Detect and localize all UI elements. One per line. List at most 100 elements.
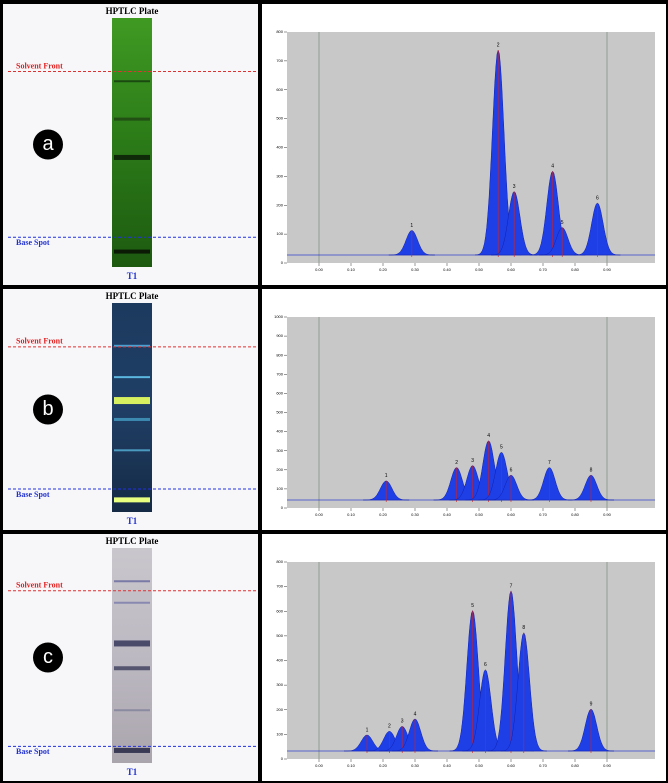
y-tick-label: 200	[276, 707, 283, 712]
plate-band	[114, 397, 150, 405]
x-tick-label: 0.20	[379, 512, 388, 517]
plate-band	[114, 417, 150, 421]
y-tick-label: 200	[276, 467, 283, 472]
y-tick-label: 200	[276, 202, 283, 207]
x-tick-label: 0.60	[507, 267, 516, 272]
y-tick-label: 0	[281, 260, 284, 265]
plate-band	[114, 154, 150, 160]
x-tick-label: 0.50	[475, 512, 484, 517]
y-tick-label: 600	[276, 87, 283, 92]
x-tick-label: 0.80	[571, 267, 580, 272]
y-tick-label: 300	[276, 682, 283, 687]
plate-band	[114, 709, 150, 712]
track-label: T1	[127, 767, 138, 777]
base-spot-label: Base Spot	[16, 747, 50, 756]
x-tick-label: 0.50	[475, 267, 484, 272]
peak-label: 7	[510, 583, 513, 589]
x-tick-label: 0.80	[571, 512, 580, 517]
x-tick-label: 0.80	[571, 763, 580, 768]
x-tick-label: 0.20	[379, 763, 388, 768]
y-tick-label: 800	[276, 29, 283, 34]
y-tick-label: 900	[276, 333, 283, 338]
peak-label: 6	[510, 467, 513, 473]
plate-band	[114, 640, 150, 647]
plate-band	[114, 497, 150, 503]
y-tick-label: 500	[276, 633, 283, 638]
plate-band	[114, 747, 150, 753]
y-tick-label: 400	[276, 658, 283, 663]
x-tick-label: 0.30	[411, 267, 420, 272]
plate	[112, 303, 152, 512]
plate-band	[114, 449, 150, 452]
peak-label: 3	[401, 719, 404, 725]
plate-band	[114, 580, 150, 583]
y-tick-label: 100	[276, 731, 283, 736]
x-tick-label: 0.90	[603, 267, 612, 272]
x-tick-label: 0.40	[443, 763, 452, 768]
y-tick-label: 800	[276, 559, 283, 564]
x-tick-label: 0.70	[539, 512, 548, 517]
panel-badge	[33, 642, 63, 673]
y-tick-label: 700	[276, 371, 283, 376]
plate	[112, 548, 152, 763]
x-tick-label: 0.70	[539, 763, 548, 768]
x-tick-label: 0.90	[603, 512, 612, 517]
base-spot-label: Base Spot	[16, 238, 50, 247]
panel-letter: a	[42, 133, 54, 155]
y-tick-label: 800	[276, 352, 283, 357]
y-tick-label: 400	[276, 429, 283, 434]
y-tick-label: 0	[281, 756, 284, 761]
y-tick-label: 300	[276, 448, 283, 453]
panel-badge	[33, 394, 63, 425]
x-tick-label: 0.40	[443, 512, 452, 517]
peak-label: 3	[471, 458, 474, 464]
x-tick-label: 0.10	[347, 763, 356, 768]
plate-band	[114, 376, 150, 379]
y-tick-label: 100	[276, 231, 283, 236]
peak-label: 6	[484, 662, 487, 668]
panel-badge	[33, 129, 63, 160]
peak-label: 6	[596, 195, 599, 201]
x-tick-label: 0.30	[411, 763, 420, 768]
track-label: T1	[127, 271, 138, 281]
peak-label: 7	[548, 460, 551, 466]
x-tick-label: 0.30	[411, 512, 420, 517]
x-tick-label: 0.00	[315, 267, 324, 272]
peak-label: 8	[522, 625, 525, 631]
track-label: T1	[127, 516, 138, 526]
peak-label: 1	[385, 473, 388, 479]
peak-label: 8	[590, 467, 593, 473]
peak-label: 5	[500, 445, 503, 451]
peak-label: 2	[455, 460, 458, 466]
x-tick-label: 0.40	[443, 267, 452, 272]
y-tick-label: 700	[276, 58, 283, 63]
y-tick-label: 100	[276, 486, 283, 491]
peak-label: 1	[410, 223, 413, 229]
plate-band	[114, 344, 150, 347]
peak-label: 9	[590, 701, 593, 707]
panel-letter: b	[42, 398, 53, 420]
y-tick-label: 500	[276, 410, 283, 415]
plate-title: HPTLC Plate	[106, 6, 159, 16]
x-tick-label: 0.60	[507, 512, 516, 517]
peak-label: 5	[471, 603, 474, 609]
plate-band	[114, 601, 150, 604]
x-tick-label: 0.60	[507, 763, 516, 768]
plate-band	[114, 249, 150, 254]
solvent-front-label: Solvent Front	[16, 581, 63, 590]
x-tick-label: 0.00	[315, 512, 324, 517]
x-tick-label: 0.90	[603, 763, 612, 768]
y-tick-label: 300	[276, 173, 283, 178]
plate-title: HPTLC Plate	[106, 536, 159, 546]
y-tick-label: 600	[276, 608, 283, 613]
peak-label: 5	[561, 220, 564, 226]
peak-label: 2	[497, 42, 500, 48]
x-tick-label: 0.50	[475, 763, 484, 768]
peak-label: 3	[513, 184, 516, 190]
peak-label: 4	[551, 164, 554, 170]
x-tick-label: 0.20	[379, 267, 388, 272]
y-tick-label: 500	[276, 116, 283, 121]
y-tick-label: 600	[276, 390, 283, 395]
plate-title: HPTLC Plate	[106, 291, 159, 301]
